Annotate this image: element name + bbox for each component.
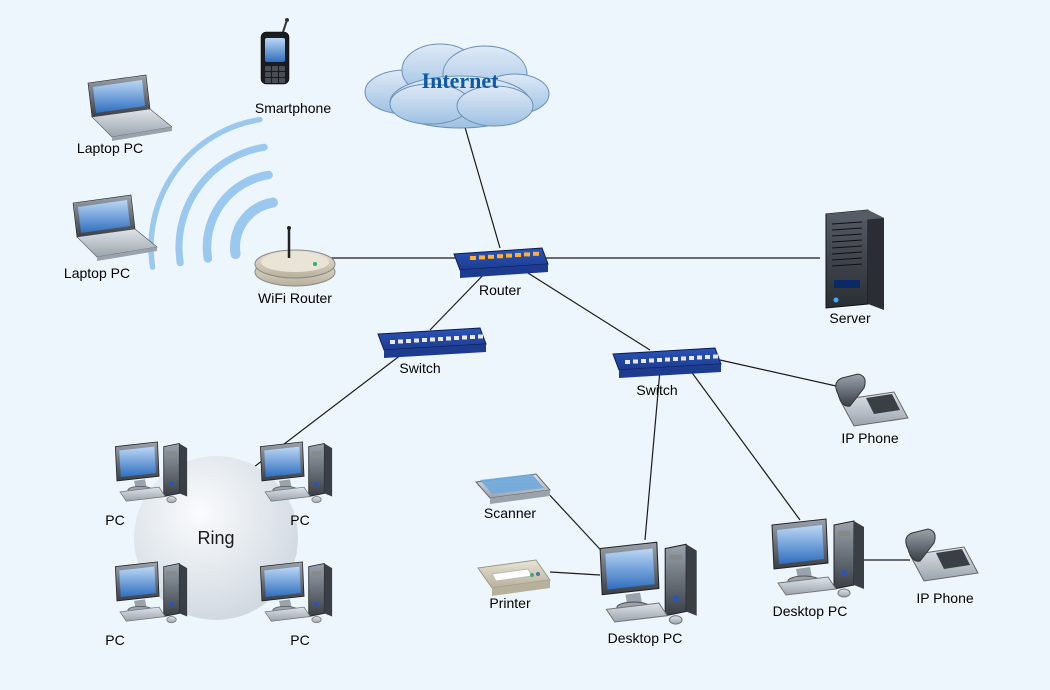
label-router: Router xyxy=(479,282,521,298)
label-scanner: Scanner xyxy=(484,505,536,521)
wifi-arcs xyxy=(151,120,273,268)
ring-pc-tl xyxy=(115,442,187,503)
label-smartphone: Smartphone xyxy=(255,100,331,116)
diagram-svg: Ring Internet xyxy=(0,0,1050,690)
network-diagram: Ring Internet Smartphone Laptop PC Laptop P… xyxy=(0,0,1050,690)
label-desktop1: Desktop PC xyxy=(608,630,683,646)
label-laptop1: Laptop PC xyxy=(77,140,143,156)
edge-switch2-desktop2 xyxy=(690,370,800,520)
label-printer: Printer xyxy=(489,595,530,611)
edge-desktop1-printer xyxy=(550,572,600,575)
ring-pc-br xyxy=(260,562,332,623)
printer xyxy=(478,560,550,596)
edges-group xyxy=(250,110,910,575)
server xyxy=(826,210,884,310)
desktop-pc-1 xyxy=(600,542,697,624)
edge-switch2-ipphone1 xyxy=(720,360,845,388)
switch-1 xyxy=(378,328,486,358)
ring-label: Ring xyxy=(197,528,234,548)
wifi-router xyxy=(255,226,335,286)
internet-label: Internet xyxy=(422,68,500,93)
label-switch1: Switch xyxy=(399,360,440,376)
label-switch2: Switch xyxy=(636,382,677,398)
ring-pc-bl xyxy=(115,562,187,623)
switch-2 xyxy=(613,348,721,378)
label-pc_bl: PC xyxy=(105,632,124,648)
edge-internet-router xyxy=(460,110,500,248)
label-ipphone2: IP Phone xyxy=(916,590,973,606)
scanner xyxy=(476,474,550,504)
laptop-1 xyxy=(88,75,172,141)
ip-phone-2 xyxy=(906,529,978,581)
laptop-2 xyxy=(73,195,157,261)
label-pc_tl: PC xyxy=(105,512,124,528)
ip-phone-1 xyxy=(836,374,908,426)
internet-cloud: Internet xyxy=(365,44,549,128)
desktop-pc-2 xyxy=(772,519,864,597)
label-server: Server xyxy=(829,310,870,326)
label-ipphone1: IP Phone xyxy=(841,430,898,446)
smartphone xyxy=(261,18,289,84)
label-pc_br: PC xyxy=(290,632,309,648)
label-pc_tr: PC xyxy=(290,512,309,528)
label-wifi: WiFi Router xyxy=(258,290,332,306)
label-desktop2: Desktop PC xyxy=(773,603,848,619)
edge-router-switch2 xyxy=(520,268,650,350)
label-laptop2: Laptop PC xyxy=(64,265,130,281)
ring-pc-tr xyxy=(260,442,332,503)
router xyxy=(454,248,548,278)
